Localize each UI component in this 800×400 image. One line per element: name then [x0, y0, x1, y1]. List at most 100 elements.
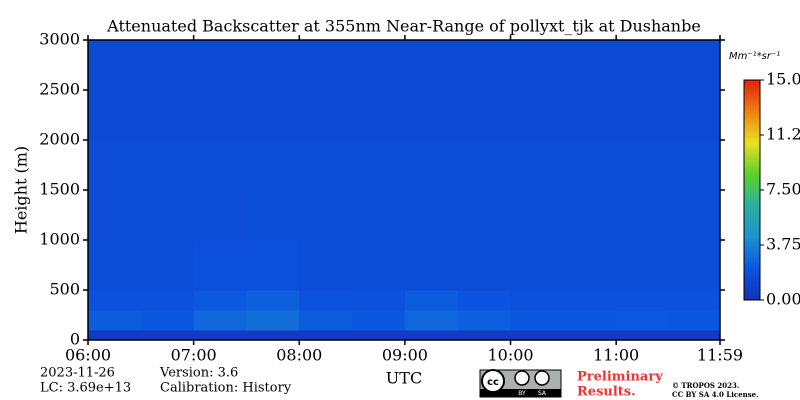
heatmap-cell: [510, 140, 564, 191]
calibration-note: Calibration: History: [160, 381, 292, 396]
y-tick-label: 0: [70, 330, 80, 349]
heatmap-cell: [616, 90, 670, 141]
badge-strip: [480, 389, 561, 397]
chart-title: Attenuated Backscatter at 355nm Near-Ran…: [106, 17, 701, 36]
heatmap-cell: [140, 40, 195, 91]
heatmap-cell: [404, 240, 459, 291]
heatmap-cell: [88, 330, 142, 341]
heatmap-cell: [404, 330, 459, 341]
heatmap-cell: [352, 90, 406, 141]
heatmap-cell: [668, 240, 721, 291]
badge-sa: SA: [538, 390, 547, 397]
heatmap-cell: [563, 40, 617, 91]
heatmap-cell: [563, 330, 617, 341]
heatmap-cell: [563, 290, 617, 311]
badge-sa-circle: [534, 370, 550, 386]
heatmap-cell: [193, 190, 247, 241]
heatmap-cell: [352, 140, 406, 191]
heatmap-cell: [193, 240, 247, 291]
badge-by-circle: [514, 370, 530, 386]
heatmap-cell: [246, 40, 300, 91]
heatmap-cell: [299, 140, 353, 191]
heatmap-cell: [246, 190, 300, 241]
heatmap-cell: [88, 310, 142, 331]
x-tick-label: 09:00: [382, 346, 428, 365]
heatmap-cell: [616, 40, 670, 91]
heatmap-cell: [88, 290, 142, 311]
y-tick-label: 1500: [39, 180, 80, 199]
heatmap-cell: [668, 290, 721, 311]
heatmap-cell: [563, 310, 617, 331]
colorbar-tick-label: 3.75: [766, 235, 800, 254]
badge-cc-circle: [481, 369, 505, 393]
heatmap-cell: [299, 190, 353, 241]
colorbar: [743, 79, 761, 301]
heatmap-cell: [88, 190, 142, 241]
heatmap-cell: [193, 290, 247, 311]
colorbar-label: Mm⁻¹*sr⁻¹: [729, 51, 780, 62]
heatmap-cell: [616, 140, 670, 191]
heatmap-cell: [510, 290, 564, 311]
y-tick-label: 3000: [39, 30, 80, 49]
heatmap-cell: [404, 40, 459, 91]
heatmap-cell: [616, 290, 670, 311]
heatmap-cell: [246, 310, 300, 331]
heatmap-cell: [510, 40, 564, 91]
heatmap-cell: [246, 240, 300, 291]
heatmap-cell: [457, 310, 512, 331]
heatmap-cell: [299, 310, 353, 331]
heatmap-cell: [352, 40, 406, 91]
heatmap-cell: [668, 190, 721, 241]
heatmap-cell: [88, 240, 142, 291]
heatmap-cell: [352, 240, 406, 291]
x-tick-label: 11:00: [593, 346, 639, 365]
heatmap-cell: [668, 140, 721, 191]
heatmap-cell: [246, 290, 300, 311]
heatmap-cell: [510, 330, 564, 341]
heatmap-cell: [457, 330, 512, 341]
x-tick-label: 11:59: [697, 346, 743, 365]
heatmap-cell: [668, 310, 721, 331]
heatmap-cell: [457, 40, 512, 91]
heatmap-cell: [404, 190, 459, 241]
heatmap-cell: [510, 240, 564, 291]
heatmap-cell: [352, 290, 406, 311]
heatmap-cell: [616, 240, 670, 291]
heatmap-cell: [140, 190, 195, 241]
badge-by: BY: [518, 390, 526, 397]
heatmap-cell: [246, 90, 300, 141]
heatmap-cell: [140, 90, 195, 141]
colorbar-tick-label: 11.25: [766, 125, 800, 144]
copyright-note: CC BY SA 4.0 License.: [672, 390, 759, 399]
heatmap-cell: [457, 290, 512, 311]
colorbar-tick-label: 15.00: [766, 70, 800, 89]
heatmap-cell: [510, 190, 564, 241]
version-note: Version: 3.6: [159, 366, 238, 381]
heatmap-cell: [510, 310, 564, 331]
heatmap-cell: [404, 290, 459, 311]
heatmap-cell: [299, 330, 353, 341]
date-note: 2023-11-26: [40, 366, 115, 381]
y-axis-label: Height (m): [12, 146, 31, 234]
status-note: Preliminary: [577, 370, 663, 385]
heatmap-cell: [616, 310, 670, 331]
heatmap-cell: [193, 90, 247, 141]
badge-cc: cc: [487, 377, 499, 388]
x-tick-label: 06:00: [65, 346, 111, 365]
heatmap-cell: [563, 240, 617, 291]
heatmap-cell: [352, 310, 406, 331]
heatmap-cell: [404, 310, 459, 331]
heatmap-cell: [140, 290, 195, 311]
colorbar-tick-label: 0.00: [766, 290, 800, 309]
heatmap-cell: [563, 140, 617, 191]
y-tick-label: 2000: [39, 130, 80, 149]
license-badge: cc BY SA: [479, 369, 562, 398]
heatmap-cell: [193, 140, 247, 191]
heatmap-cell: [246, 140, 300, 191]
lc-note: LC: 3.69e+13: [40, 381, 131, 396]
heatmap-cell: [668, 90, 721, 141]
heatmap-cell: [352, 330, 406, 341]
heatmap-cell: [457, 240, 512, 291]
heatmap-cell: [457, 90, 512, 141]
heatmap-cell: [299, 40, 353, 91]
